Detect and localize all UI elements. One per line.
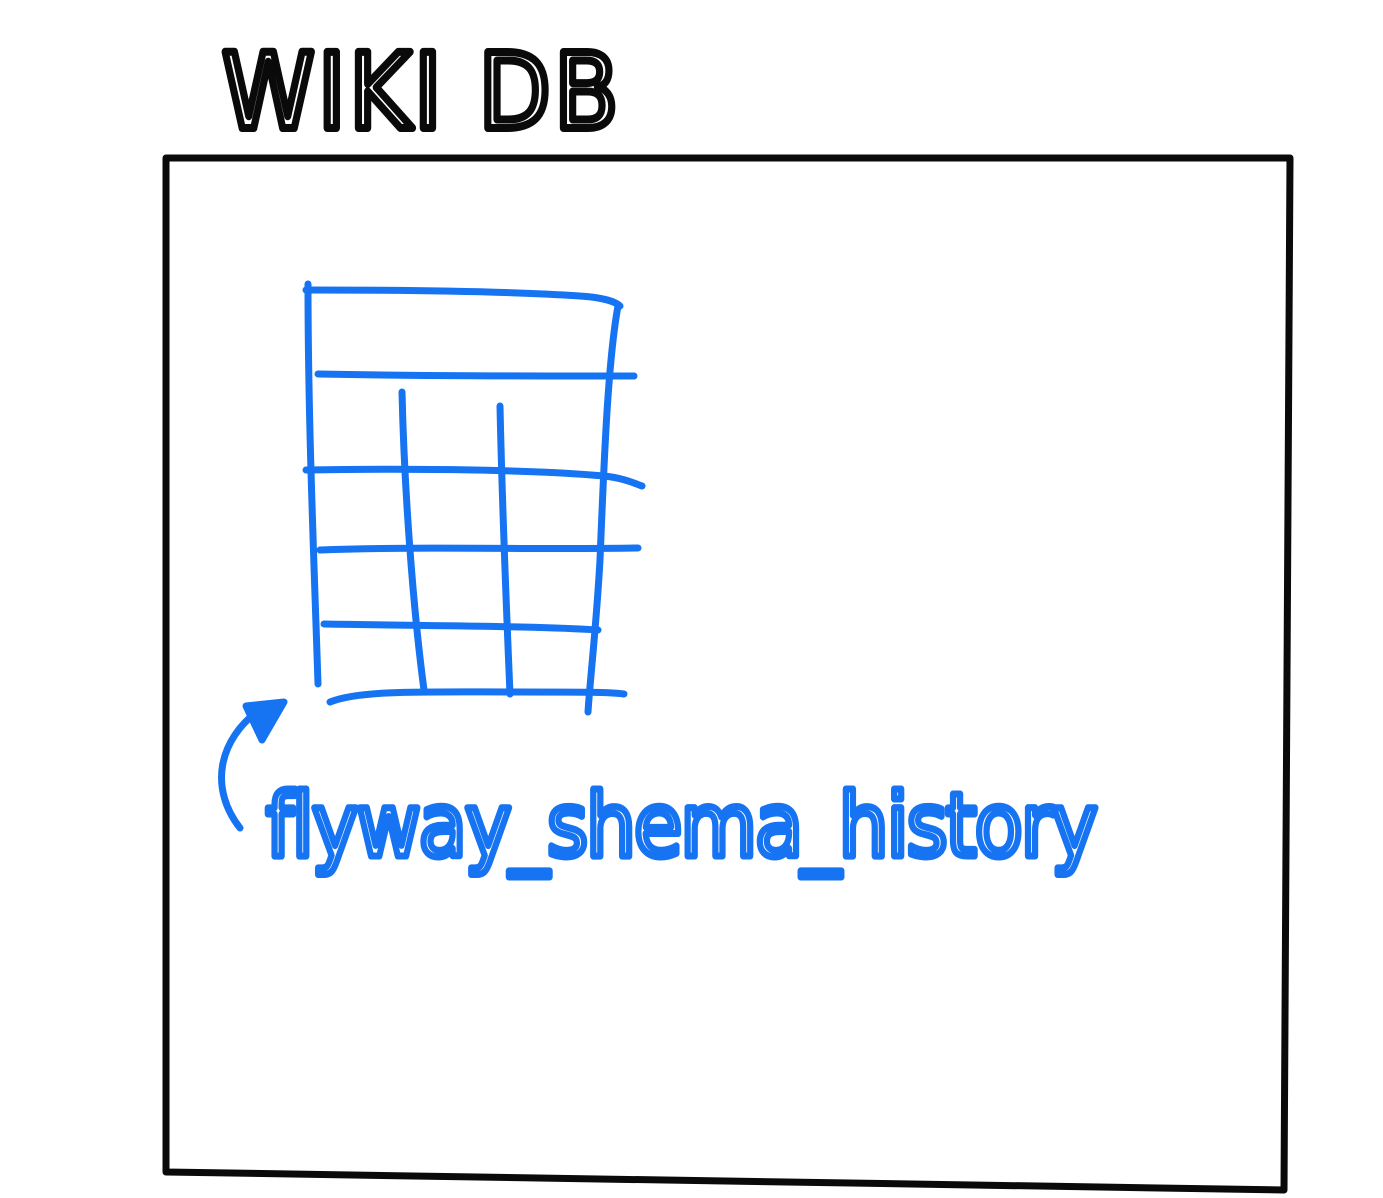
table-grid-icon xyxy=(302,280,646,716)
database-box xyxy=(162,154,1294,1194)
curved-arrow-icon xyxy=(218,698,288,832)
table-name-label: flyway_shema_history xyxy=(266,774,1096,877)
database-title: WIKI DB xyxy=(222,31,622,153)
